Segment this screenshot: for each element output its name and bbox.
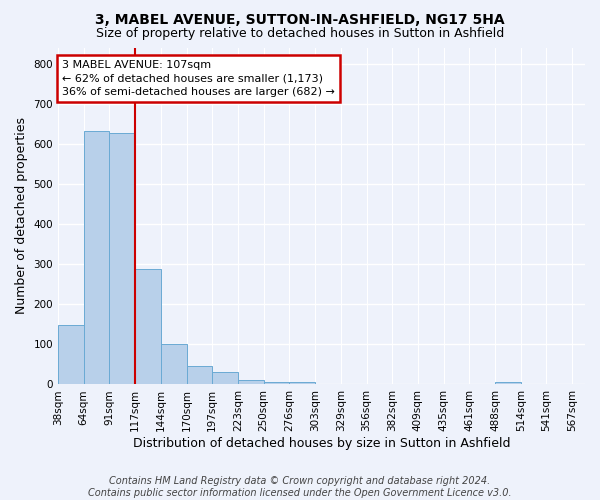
Bar bbox=[187, 366, 212, 384]
Bar bbox=[84, 131, 109, 384]
Bar bbox=[135, 270, 161, 384]
X-axis label: Distribution of detached houses by size in Sutton in Ashfield: Distribution of detached houses by size … bbox=[133, 437, 510, 450]
Bar bbox=[58, 325, 84, 384]
Text: Contains HM Land Registry data © Crown copyright and database right 2024.
Contai: Contains HM Land Registry data © Crown c… bbox=[88, 476, 512, 498]
Bar bbox=[109, 133, 135, 384]
Bar bbox=[495, 382, 521, 384]
Y-axis label: Number of detached properties: Number of detached properties bbox=[15, 118, 28, 314]
Bar bbox=[289, 382, 315, 384]
Bar bbox=[161, 344, 187, 385]
Text: Size of property relative to detached houses in Sutton in Ashfield: Size of property relative to detached ho… bbox=[96, 28, 504, 40]
Bar bbox=[238, 380, 263, 384]
Bar bbox=[212, 372, 238, 384]
Bar bbox=[263, 382, 289, 384]
Text: 3 MABEL AVENUE: 107sqm
← 62% of detached houses are smaller (1,173)
36% of semi-: 3 MABEL AVENUE: 107sqm ← 62% of detached… bbox=[62, 60, 335, 96]
Text: 3, MABEL AVENUE, SUTTON-IN-ASHFIELD, NG17 5HA: 3, MABEL AVENUE, SUTTON-IN-ASHFIELD, NG1… bbox=[95, 12, 505, 26]
